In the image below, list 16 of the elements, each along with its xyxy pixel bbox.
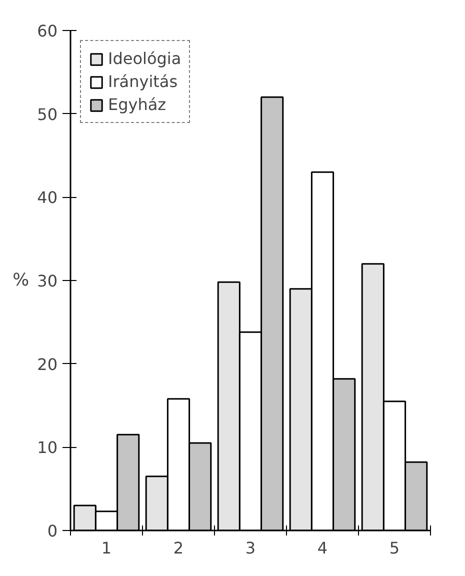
x-tick-label: 4 bbox=[317, 538, 328, 558]
x-tick-label: 1 bbox=[101, 538, 112, 558]
x-tick-label: 3 bbox=[245, 538, 256, 558]
legend-label: Egyház bbox=[108, 95, 166, 114]
x-tick-label: 5 bbox=[389, 538, 400, 558]
y-tick-label: 20 bbox=[37, 354, 58, 374]
y-axis-title: % bbox=[12, 270, 30, 290]
y-tick-label: 0 bbox=[47, 522, 58, 540]
legend-label: Irányitás bbox=[108, 72, 178, 91]
x-tick-label: 2 bbox=[173, 538, 184, 558]
y-tick-label: 60 bbox=[37, 22, 58, 40]
y-tick-label: 40 bbox=[37, 188, 58, 208]
legend-label: Ideológia bbox=[108, 49, 182, 68]
y-tick-label: 10 bbox=[37, 438, 58, 458]
y-tick-label: 50 bbox=[37, 104, 58, 124]
y-tick-label: 30 bbox=[37, 272, 58, 290]
